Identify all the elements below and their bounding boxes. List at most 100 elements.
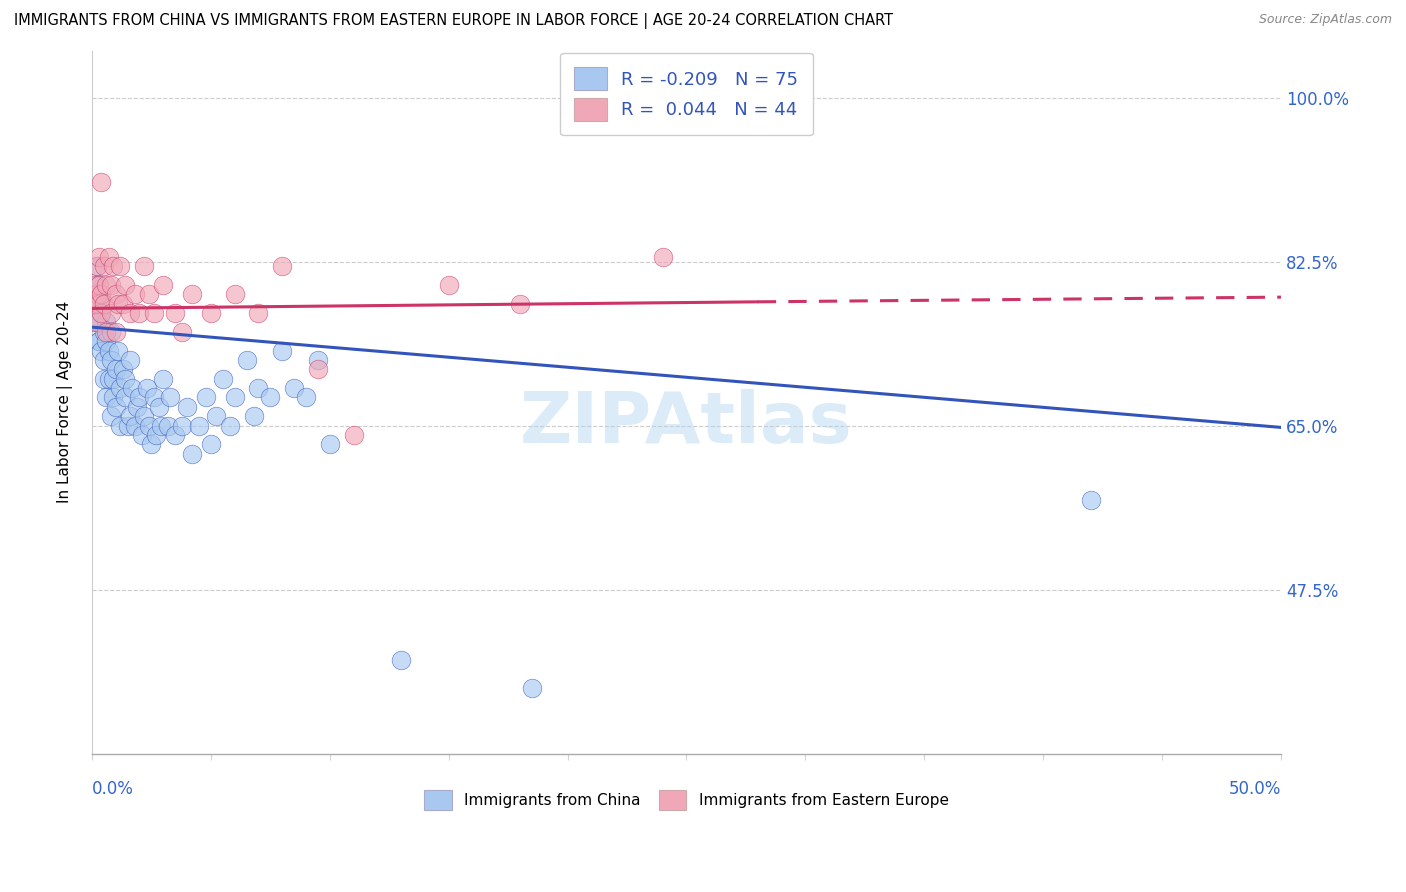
Point	[90, 306, 112, 320]
Point	[172, 418, 194, 433]
Point	[141, 437, 163, 451]
Point	[83, 315, 105, 329]
Point	[135, 381, 157, 395]
Point	[159, 391, 181, 405]
Point	[96, 391, 118, 405]
Point	[90, 306, 112, 320]
Point	[271, 259, 294, 273]
Point	[131, 428, 153, 442]
Text: 0.0%: 0.0%	[91, 780, 134, 797]
Point	[200, 437, 222, 451]
Legend: Immigrants from China, Immigrants from Eastern Europe: Immigrants from China, Immigrants from E…	[418, 784, 955, 816]
Text: ZIPAtlas: ZIPAtlas	[520, 389, 853, 458]
Point	[211, 372, 233, 386]
Point	[157, 418, 180, 433]
Point	[235, 353, 257, 368]
Point	[90, 287, 112, 301]
Point	[152, 277, 174, 292]
Point	[97, 343, 120, 358]
Point	[259, 391, 281, 405]
Point	[128, 391, 150, 405]
Point	[100, 409, 122, 424]
Point	[86, 259, 108, 273]
Point	[124, 418, 146, 433]
Point	[204, 409, 226, 424]
Point	[148, 400, 170, 414]
Point	[86, 296, 108, 310]
Point	[121, 381, 143, 395]
Point	[87, 334, 110, 348]
Point	[224, 391, 246, 405]
Point	[110, 418, 132, 433]
Point	[127, 400, 149, 414]
Point	[90, 175, 112, 189]
Point	[110, 259, 132, 273]
Point	[124, 287, 146, 301]
Point	[100, 325, 122, 339]
Point	[87, 277, 110, 292]
Point	[165, 428, 187, 442]
Point	[90, 287, 112, 301]
Point	[100, 306, 122, 320]
Point	[107, 343, 129, 358]
Point	[103, 372, 125, 386]
Point	[389, 653, 412, 667]
Point	[83, 296, 105, 310]
Point	[1080, 493, 1102, 508]
Point	[104, 287, 127, 301]
Point	[114, 391, 136, 405]
Point	[86, 277, 108, 292]
Y-axis label: In Labor Force | Age 20-24: In Labor Force | Age 20-24	[58, 301, 73, 503]
Point	[93, 296, 115, 310]
Point	[180, 447, 202, 461]
Point	[104, 325, 127, 339]
Point	[283, 381, 305, 395]
Point	[437, 277, 460, 292]
Point	[87, 334, 110, 348]
Point	[138, 287, 160, 301]
Point	[118, 353, 141, 368]
Point	[96, 325, 118, 339]
Point	[87, 250, 110, 264]
Point	[307, 362, 329, 376]
Point	[107, 296, 129, 310]
Point	[142, 391, 165, 405]
Point	[145, 428, 167, 442]
Point	[138, 418, 160, 433]
Point	[295, 391, 318, 405]
Point	[509, 296, 531, 310]
Point	[83, 277, 105, 292]
Point	[111, 362, 134, 376]
Point	[195, 391, 218, 405]
Point	[218, 418, 240, 433]
Point	[271, 343, 294, 358]
Point	[97, 250, 120, 264]
Point	[307, 353, 329, 368]
Point	[86, 259, 108, 273]
Point	[520, 681, 543, 695]
Point	[134, 259, 156, 273]
Point	[87, 277, 110, 292]
Point	[104, 400, 127, 414]
Point	[118, 409, 141, 424]
Point	[100, 277, 122, 292]
Point	[114, 277, 136, 292]
Point	[200, 306, 222, 320]
Point	[118, 306, 141, 320]
Point	[93, 325, 115, 339]
Text: 50.0%: 50.0%	[1229, 780, 1281, 797]
Point	[96, 334, 118, 348]
Point	[224, 287, 246, 301]
Point	[149, 418, 172, 433]
Point	[117, 418, 139, 433]
Point	[96, 315, 118, 329]
Point	[110, 381, 132, 395]
Point	[176, 400, 198, 414]
Point	[180, 287, 202, 301]
Point	[86, 315, 108, 329]
Point	[134, 409, 156, 424]
Point	[93, 353, 115, 368]
Point	[242, 409, 264, 424]
Point	[342, 428, 364, 442]
Point	[247, 381, 270, 395]
